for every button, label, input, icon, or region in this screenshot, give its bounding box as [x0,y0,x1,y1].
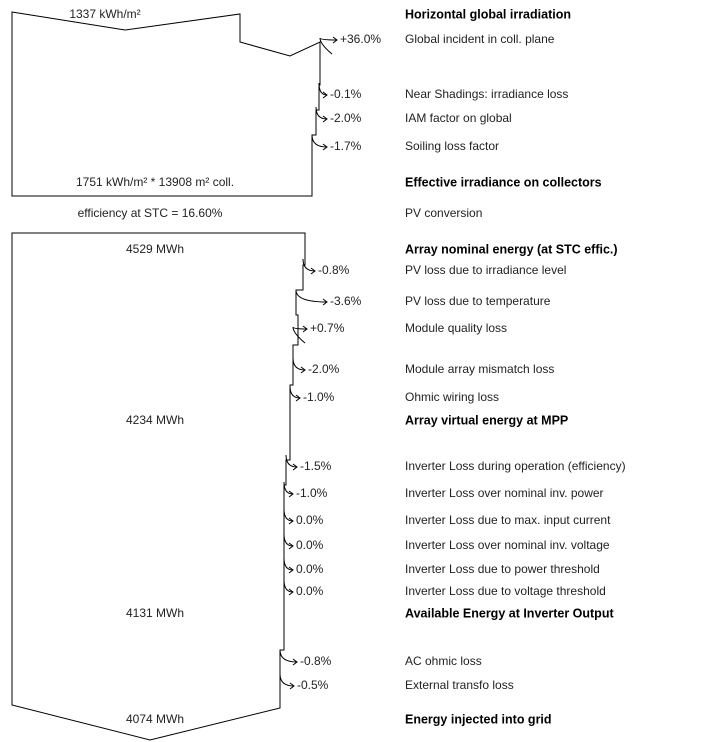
loss-value: -0.5% [297,678,329,692]
loss-arrow [302,258,316,272]
loss-value: -3.6% [330,294,362,308]
arrow-head [289,682,295,690]
loss-value: -1.7% [330,139,362,153]
row-label: Ohmic wiring loss [405,390,499,404]
loss-value: -0.8% [300,654,332,668]
loss-arrow [315,106,328,120]
arrow-head [322,115,328,123]
row-label: Array nominal energy (at STC effic.) [405,242,618,256]
row-label: Inverter Loss over nominal inv. voltage [405,538,610,552]
arrow-head [322,298,328,306]
row-label: AC ohmic loss [405,654,482,668]
row-label: Inverter Loss due to max. input current [405,513,611,527]
loss-arrow [285,454,298,468]
row-label: PV loss due to temperature [405,294,551,308]
row-label: PV conversion [405,206,482,220]
loss-value: -0.1% [330,87,362,101]
loss-arrow [295,289,328,303]
row-label: Inverter Loss due to power threshold [405,562,600,576]
row-label: External transfo loss [405,678,514,692]
arrow-head [322,91,328,99]
loss-arrow [318,82,328,96]
loss-value: 0.0% [296,584,324,598]
row-label: Module array mismatch loss [405,362,554,376]
step-value: 1337 kWh/m² [69,7,140,21]
step-value: 4131 MWh [126,606,184,620]
step-value: 4234 MWh [126,413,184,427]
row-label: PV loss due to irradiance level [405,263,566,277]
arrow-head [300,366,306,374]
row-label: Soiling loss factor [405,139,499,153]
arrow-head [295,394,301,402]
loss-arrow [283,557,294,571]
loss-arrow [311,134,328,148]
loss-arrow [279,673,295,687]
loss-arrow [283,533,294,547]
arrow-head [288,490,294,498]
row-label: Horizontal global irradiation [405,7,571,21]
row-label: IAM factor on global [405,111,512,125]
loss-arrow [292,326,308,344]
irradiance-box [11,11,321,197]
loss-arrow [319,37,338,55]
loss-arrow [279,649,298,663]
arrow-head [288,542,294,550]
arrow-head [310,267,316,275]
row-label: Energy injected into grid [405,712,552,726]
arrow-head [288,588,294,596]
loss-arrow [292,357,306,371]
loss-value: -2.0% [308,362,340,376]
row-label: Module quality loss [405,321,507,335]
loss-value: -1.5% [300,459,332,473]
loss-arrow [283,508,294,522]
row-label: Effective irradiance on collectors [405,175,602,189]
row-label: Inverter Loss due to voltage threshold [405,584,606,598]
loss-arrow [283,481,294,495]
arrow-head [292,658,298,666]
loss-value: -1.0% [303,390,335,404]
step-value: efficiency at STC = 16.60% [78,206,223,220]
step-value: 1751 kWh/m² * 13908 m² coll. [76,175,234,189]
arrow-head [288,517,294,525]
row-label: Inverter Loss during operation (efficien… [405,459,626,473]
energy-box [11,232,306,741]
loss-arrow [289,385,301,399]
loss-value: 0.0% [296,513,324,527]
row-label: Array virtual energy at MPP [405,413,568,427]
loss-value: -2.0% [330,111,362,125]
row-label: Available Energy at Inverter Output [405,606,614,620]
loss-value: 0.0% [296,538,324,552]
row-label: Inverter Loss over nominal inv. power [405,486,604,500]
arrow-head [292,463,298,471]
row-label: Near Shadings: irradiance loss [405,87,568,101]
loss-arrow [283,579,294,593]
loss-value: -1.0% [296,486,328,500]
arrow-head [332,36,338,44]
arrow-head [288,566,294,574]
loss-value: 0.0% [296,562,324,576]
step-value: 4074 MWh [126,712,184,726]
arrow-head [322,143,328,151]
row-label: Global incident in coll. plane [405,32,555,46]
loss-value: +0.7% [310,321,345,335]
loss-value: -0.8% [318,263,350,277]
step-value: 4529 MWh [126,242,184,256]
arrow-head [302,325,308,333]
loss-value: +36.0% [340,32,381,46]
